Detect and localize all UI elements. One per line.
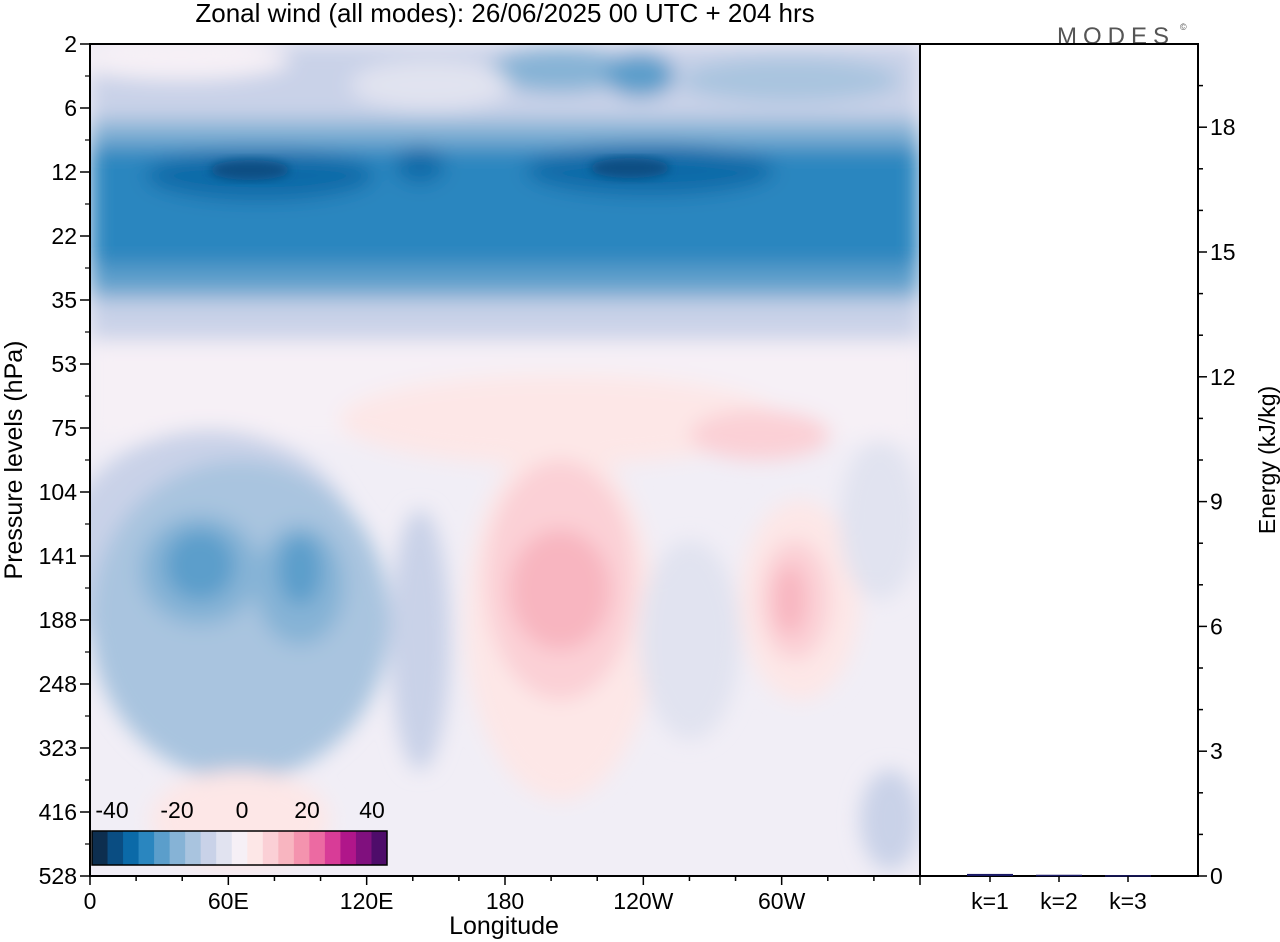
x-axis-label: Longitude [449, 912, 559, 940]
colorbar-swatch [278, 831, 295, 865]
colorbar-swatches [92, 831, 388, 865]
y-tick-label: 188 [39, 607, 77, 633]
heatmap-field [90, 44, 920, 876]
colorbar-swatch [293, 831, 310, 865]
colorbar-swatch [107, 831, 124, 865]
y-tick-label: 75 [51, 415, 77, 441]
colorbar-swatch [92, 831, 109, 865]
energy-bar [1036, 874, 1082, 877]
energy-axis: 0 3 6 9 12 15 18 [1198, 84, 1236, 889]
y-tick-label: 248 [39, 671, 77, 697]
colorbar-swatch [123, 831, 140, 865]
colorbar-label: -40 [95, 797, 128, 823]
colorbar-swatch [309, 831, 326, 865]
x-tick-label: 120E [340, 888, 394, 914]
colorbar-swatch [216, 831, 233, 865]
colorbar-swatch [231, 831, 248, 865]
colorbar-swatch [138, 831, 155, 865]
colorbar-swatch [200, 831, 217, 865]
y-axis-label: Pressure levels (hPa) [0, 341, 28, 580]
colorbar-label: 20 [294, 797, 320, 823]
colorbar-swatch [247, 831, 264, 865]
energy-tick-label: 0 [1210, 863, 1223, 889]
y-tick-label: 528 [39, 863, 77, 889]
colorbar-label: 40 [359, 797, 385, 823]
energy-categories: k=1 k=2 k=3 [971, 888, 1147, 914]
colorbar-swatch [185, 831, 202, 865]
colorbar-swatch [371, 831, 388, 865]
y-tick-label: 2 [64, 31, 77, 57]
colorbar-swatch [169, 831, 186, 865]
energy-category-label: k=2 [1040, 888, 1078, 914]
energy-axis-label: Energy (kJ/kg) [1254, 386, 1280, 534]
colorbar-label: -20 [160, 797, 193, 823]
energy-tick-label: 3 [1210, 738, 1223, 764]
x-tick-label: 120W [613, 888, 673, 914]
energy-bar [1105, 875, 1151, 877]
colorbar-swatch [154, 831, 171, 865]
energy-tick-label: 6 [1210, 613, 1223, 639]
colorbar-labels: -40 -20 0 20 40 [95, 797, 384, 823]
y-tick-label: 323 [39, 735, 77, 761]
energy-frame [919, 43, 1199, 877]
energy-tick-label: 15 [1210, 239, 1236, 265]
energy-tick-label: 12 [1210, 364, 1236, 390]
energy-tick-label: 9 [1210, 489, 1223, 515]
y-axis: 2 6 12 22 35 53 75 104 141 188 248 323 416 528 [39, 31, 90, 889]
chart-title: Zonal wind (all modes): 26/06/2025 00 UT… [195, 0, 814, 28]
x-tick-label: 60W [758, 888, 806, 914]
y-tick-label: 141 [39, 543, 77, 569]
y-tick-label: 6 [64, 95, 77, 121]
y-tick-label: 35 [51, 287, 77, 313]
energy-tick-label: 18 [1210, 114, 1236, 140]
energy-category-label: k=3 [1109, 888, 1147, 914]
x-tick-label: 0 [84, 888, 97, 914]
y-tick-label: 104 [39, 479, 78, 505]
colorbar-label: 0 [236, 797, 249, 823]
colorbar-frame [91, 830, 388, 866]
colorbar-swatch [324, 831, 341, 865]
energy-category-label: k=1 [971, 888, 1009, 914]
energy-bars [967, 873, 1151, 882]
y-tick-label: 12 [51, 159, 77, 185]
x-tick-label: 60E [208, 888, 249, 914]
energy-panel: 0 3 6 9 12 15 18 k=1 k=2 k=3 Energy (kJ/kg) [919, 43, 1280, 914]
y-tick-label: 22 [51, 223, 77, 249]
colorbar: -40 -20 0 20 40 [91, 797, 388, 866]
energy-bar [967, 873, 1013, 876]
y-tick-label: 416 [39, 799, 77, 825]
x-tick-label: 180 [486, 888, 524, 914]
logo-mark: © [1180, 22, 1193, 32]
colorbar-swatch [355, 831, 372, 865]
colorbar-swatch [262, 831, 279, 865]
colorbar-swatch [340, 831, 357, 865]
y-tick-label: 53 [51, 351, 77, 377]
x-axis: 0 60E 120E 180 120W 60W [84, 876, 921, 914]
